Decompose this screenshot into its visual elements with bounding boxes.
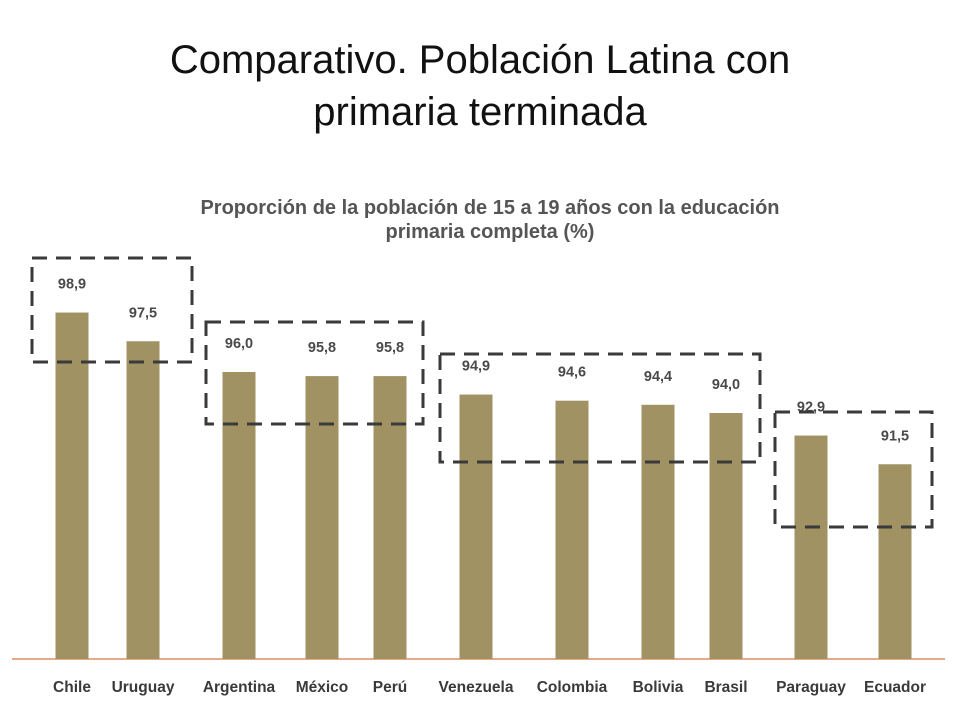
category-label: México [296, 679, 349, 696]
bar-paraguay [794, 435, 828, 659]
bar-perú [373, 376, 407, 659]
slide-title-line-1: Comparativo. Población Latina con [169, 38, 791, 82]
bar-chart-svg: 98,9 Chile 97,5 Uruguay 96,0 Argentina 95,8 Méx… [12, 256, 945, 696]
category-label: Venezuela [439, 679, 514, 696]
group-box-4 [773, 410, 934, 529]
value-label: 91,5 [881, 428, 909, 444]
slide-title-line-2: primaria terminada [313, 90, 647, 134]
value-label: 96,0 [225, 336, 253, 352]
value-label: 94,6 [558, 365, 586, 381]
value-label: 98,9 [58, 277, 86, 293]
category-label: Chile [53, 679, 91, 696]
bar-bolivia [641, 404, 675, 659]
group-box-2 [204, 320, 425, 426]
value-label: 97,5 [129, 305, 157, 321]
value-label: 95,8 [376, 340, 404, 356]
chart-title: Proporción de la población de 15 a 19 añ… [0, 196, 960, 244]
category-label: Bolivia [633, 679, 684, 696]
bar-chart: 98,9 Chile 97,5 Uruguay 96,0 Argentina 95,8 Méx… [0, 186, 960, 720]
category-label: Brasil [704, 679, 747, 696]
group-box-1 [30, 256, 194, 364]
bar-ecuador [878, 464, 912, 659]
category-label: Ecuador [864, 679, 926, 696]
value-label: 94,9 [462, 359, 490, 375]
bar-colombia [555, 400, 589, 659]
category-label: Paraguay [776, 679, 846, 696]
bar-argentina [222, 372, 256, 659]
bar-brasil [709, 413, 743, 659]
category-label: Argentina [203, 679, 276, 696]
category-label: Perú [373, 679, 407, 696]
chart-title-line-2: primaria completa (%) [385, 221, 595, 243]
category-label: Colombia [537, 679, 608, 696]
bar-chile [55, 312, 89, 659]
value-label: 94,0 [712, 377, 740, 393]
bar-venezuela [459, 394, 493, 659]
category-label: Uruguay [112, 679, 175, 696]
bar-uruguay [126, 341, 160, 659]
slide-title: Comparativo. Población Latina con primar… [0, 34, 960, 138]
chart-title-line-1: Proporción de la población de 15 a 19 añ… [200, 197, 780, 219]
value-label: 94,4 [644, 369, 672, 385]
value-label: 95,8 [308, 340, 336, 356]
group-box-3 [438, 352, 762, 464]
bar-méxico [305, 376, 339, 659]
